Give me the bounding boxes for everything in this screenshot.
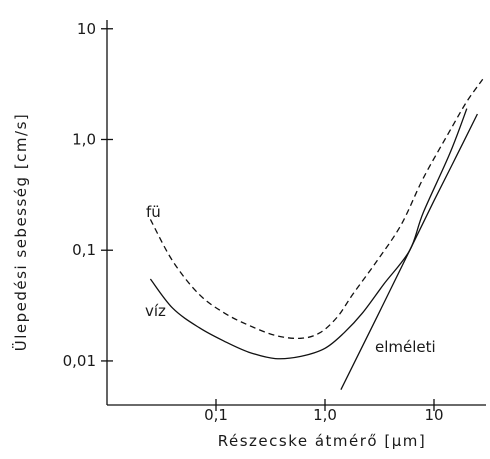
series-label-viz: víz xyxy=(145,302,166,320)
series-line-viz xyxy=(149,108,468,360)
y-tick-label: 0,01 xyxy=(63,352,96,370)
x-tick-label: 10 xyxy=(424,406,443,424)
ticks: 0,01 0,1 1,0 10 0,1 1,0 10 xyxy=(63,20,444,424)
series-line-fu xyxy=(149,78,484,340)
y-tick-label: 0,1 xyxy=(72,241,96,259)
y-axis-title: Ülepedési sebesség [cm/s] xyxy=(11,113,30,352)
axes xyxy=(106,20,486,406)
x-axis-title: Részecske átmérő [μm] xyxy=(218,432,427,450)
series-line-elmeleti xyxy=(340,113,478,390)
x-tick-label: 0,1 xyxy=(204,406,228,424)
series-label-elmeleti: elméleti xyxy=(375,338,436,356)
series-label-fu: fü xyxy=(146,203,161,221)
y-tick-label: 10 xyxy=(77,20,96,38)
x-tick-label: 1,0 xyxy=(313,406,337,424)
y-tick-label: 1,0 xyxy=(72,130,96,148)
series-layer xyxy=(149,78,484,390)
